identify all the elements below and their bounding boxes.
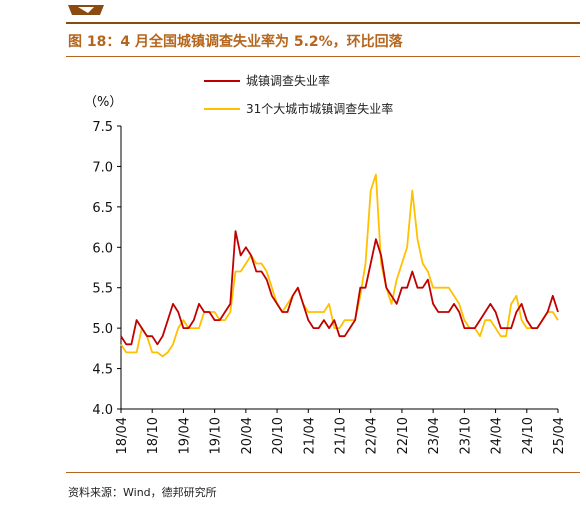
x-tick-label: 18/10 bbox=[146, 417, 161, 454]
x-tick-label: 25/04 bbox=[552, 417, 567, 454]
y-tick-label: 4.5 bbox=[92, 363, 113, 378]
y-tick-label: 6.0 bbox=[92, 241, 113, 256]
title-rule bbox=[66, 56, 580, 57]
x-tick-label: 21/10 bbox=[334, 417, 349, 454]
x-tick-label: 18/04 bbox=[115, 417, 130, 454]
series-line-2 bbox=[120, 173, 559, 358]
x-axis: 18/04 18/10 19/04 19/10 20/04 20/10 21/04 21/10… bbox=[115, 408, 567, 454]
footer-rule bbox=[66, 472, 580, 473]
chart-legend: 城镇调查失业率 31个大城市城镇调查失业率 bbox=[204, 73, 393, 116]
y-axis-unit-label: （%） bbox=[84, 95, 122, 110]
x-tick-label: 20/10 bbox=[271, 417, 286, 454]
brand-logo-fragment bbox=[66, 0, 106, 15]
x-tick-label: 23/10 bbox=[458, 417, 473, 454]
x-tick-label: 19/04 bbox=[177, 417, 192, 454]
x-tick-label: 19/10 bbox=[209, 417, 224, 454]
figure-title: 图 18：4 月全国城镇调查失业率为 5.2%，环比回落 bbox=[68, 34, 403, 50]
y-tick-label: 6.5 bbox=[92, 201, 113, 216]
y-tick-label: 7.0 bbox=[92, 160, 113, 175]
series-line-1 bbox=[120, 230, 559, 346]
y-tick-label: 5.0 bbox=[92, 322, 113, 337]
source-note: 资料来源：Wind，德邦研究所 bbox=[68, 486, 217, 499]
y-tick-label: 5.5 bbox=[92, 282, 113, 297]
series-lines bbox=[120, 173, 559, 358]
y-tick-label: 7.5 bbox=[92, 120, 113, 135]
legend-label-2: 31个大城市城镇调查失业率 bbox=[246, 101, 393, 116]
x-tick-label: 21/04 bbox=[302, 417, 317, 454]
x-tick-label: 23/04 bbox=[427, 417, 442, 454]
legend-label-1: 城镇调查失业率 bbox=[246, 73, 330, 88]
y-tick-label: 4.0 bbox=[92, 403, 113, 418]
x-tick-label: 20/04 bbox=[240, 417, 255, 454]
x-tick-label: 22/04 bbox=[365, 417, 380, 454]
x-tick-label: 24/04 bbox=[490, 417, 505, 454]
x-tick-label: 24/10 bbox=[521, 417, 536, 454]
x-tick-label: 22/10 bbox=[396, 417, 411, 454]
y-axis: 4.0 4.5 5.0 5.5 6.0 6.5 7.0 7.5 bbox=[92, 120, 122, 418]
header-rule bbox=[66, 22, 580, 24]
line-chart: 城镇调查失业率 31个大城市城镇调查失业率 （%） 4.0 4.5 5.0 5.5 6.0… bbox=[84, 73, 567, 454]
